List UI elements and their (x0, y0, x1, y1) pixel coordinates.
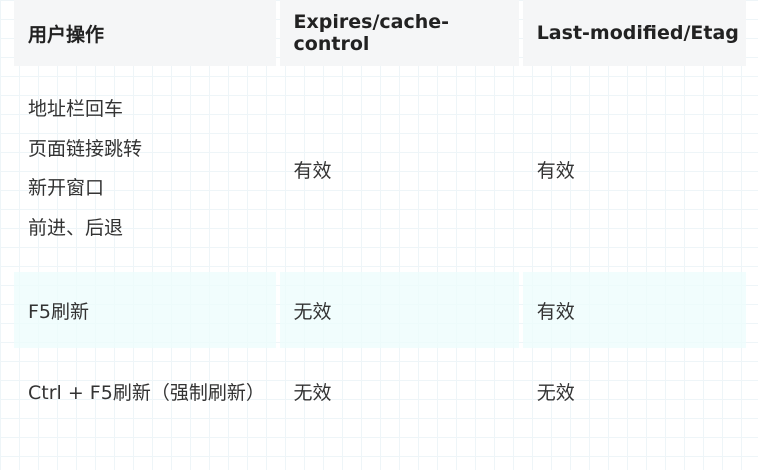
table-row: 地址栏回车 页面链接跳转 新开窗口 前进、后退 有效 有效 (14, 66, 746, 272)
cell-expires: 无效 (293, 381, 332, 404)
cache-behavior-table: 用户操作 Expires/cache-control Last-modified… (10, 0, 750, 434)
cell-user-action: 地址栏回车 页面链接跳转 新开窗口 前进、后退 (14, 66, 276, 272)
cell-etag: 无效 (536, 381, 575, 404)
header-last-modified-etag: Last-modified/Etag (522, 0, 746, 66)
table-header-row: 用户操作 Expires/cache-control Last-modified… (14, 0, 746, 66)
cell-etag: 有效 (536, 159, 575, 182)
cell-expires: 有效 (293, 159, 332, 182)
cell-expires: 无效 (279, 272, 519, 348)
header-user-action: 用户操作 (14, 0, 276, 66)
cell-user-action: F5刷新 (14, 272, 276, 348)
action-line: 地址栏回车 (28, 98, 124, 120)
action-line: 前进、后退 (28, 216, 124, 239)
cell-etag: 有效 (522, 272, 746, 348)
table-row: Ctrl + F5刷新（强制刷新） 无效 无效 (14, 348, 746, 434)
action-line: 页面链接跳转 (28, 137, 143, 160)
table-row: F5刷新 无效 有效 (14, 272, 746, 348)
action-line: 新开窗口 (28, 177, 105, 199)
cell-user-action: Ctrl + F5刷新（强制刷新） (28, 381, 265, 404)
header-expires-cache-control: Expires/cache-control (279, 0, 519, 66)
